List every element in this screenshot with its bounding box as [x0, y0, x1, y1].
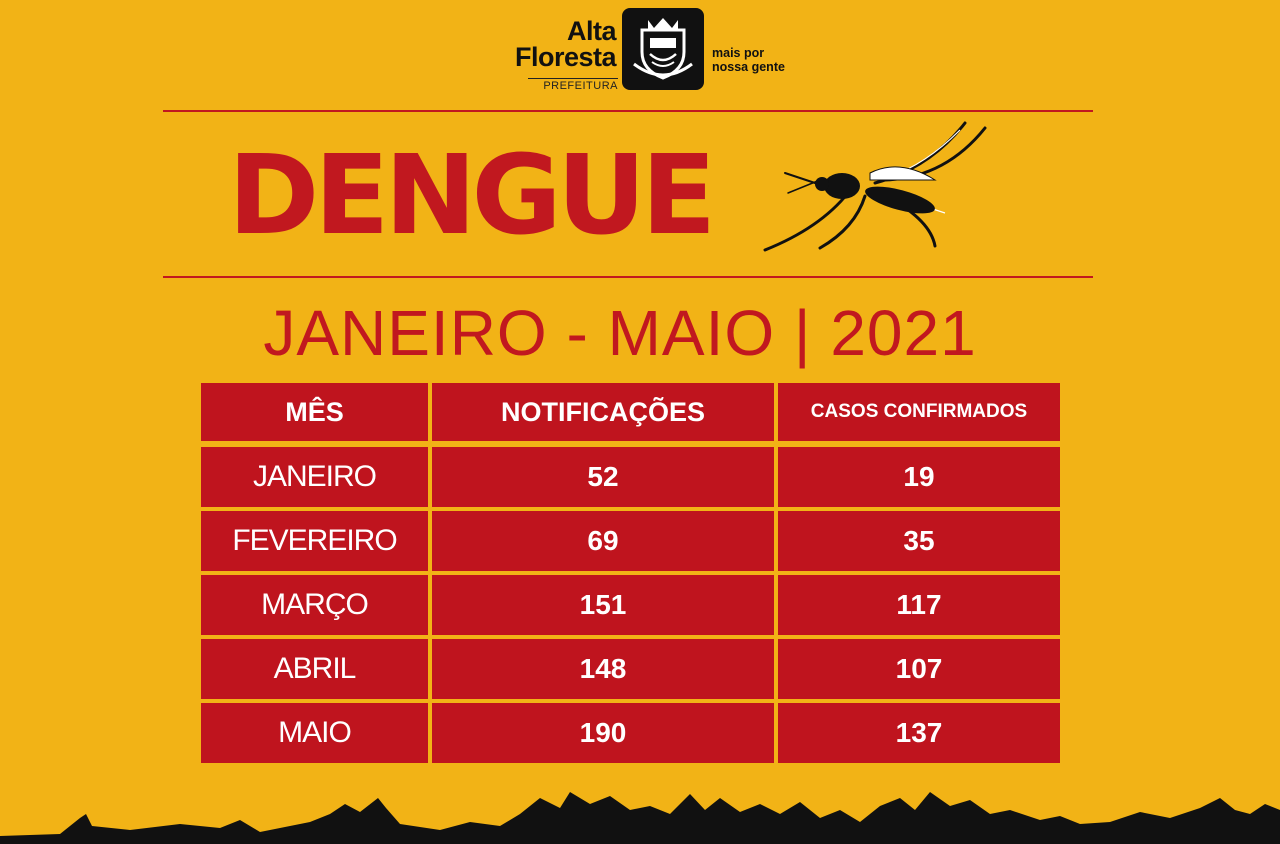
header-confirmed: CASOS CONFIRMADOS: [778, 383, 1060, 441]
notifications-cell: 151: [432, 575, 774, 635]
top-divider: [163, 110, 1093, 112]
table-row: MAIO 190 137: [201, 703, 1060, 763]
confirmed-cell: 137: [778, 703, 1060, 763]
bottom-divider: [163, 276, 1093, 278]
page-title: DENGUE: [228, 131, 716, 259]
table-row: JANEIRO 52 19: [201, 447, 1060, 507]
slogan-line1: mais por: [712, 46, 765, 60]
notifications-cell: 69: [432, 511, 774, 571]
month-cell: ABRIL: [201, 639, 428, 699]
month-cell: JANEIRO: [201, 447, 428, 507]
table-row: MARÇO 151 117: [201, 575, 1060, 635]
month-cell: MAIO: [201, 703, 428, 763]
notifications-cell: 52: [432, 447, 774, 507]
confirmed-cell: 19: [778, 447, 1060, 507]
month-cell: FEVEREIRO: [201, 511, 428, 571]
logo-name-line1: Alta: [566, 16, 617, 46]
dengue-table: MÊS NOTIFICAÇÕES CASOS CONFIRMADOS JANEI…: [201, 383, 1060, 767]
table-row: ABRIL 148 107: [201, 639, 1060, 699]
month-cell: MARÇO: [201, 575, 428, 635]
logo-name-line2: Floresta: [514, 42, 617, 72]
notifications-cell: 148: [432, 639, 774, 699]
logo-name: Alta Floresta: [488, 16, 617, 72]
mosquito-icon: [763, 121, 987, 252]
header-month: MÊS: [201, 383, 428, 441]
prefeitura-logo: Alta Floresta PREFEITURA mais por nossa …: [488, 8, 798, 94]
city-seal-icon: [622, 8, 704, 90]
skyline-silhouette: [0, 792, 1280, 844]
table-header-row: MÊS NOTIFICAÇÕES CASOS CONFIRMADOS: [201, 383, 1060, 441]
logo-slogan: mais por nossa gente: [712, 46, 802, 74]
confirmed-cell: 35: [778, 511, 1060, 571]
header-notifications: NOTIFICAÇÕES: [432, 383, 774, 441]
logo-subtitle: PREFEITURA: [528, 78, 618, 92]
notifications-cell: 190: [432, 703, 774, 763]
slogan-line2: nossa gente: [712, 60, 785, 74]
period-label: JANEIRO - MAIO | 2021: [263, 297, 977, 369]
confirmed-cell: 107: [778, 639, 1060, 699]
confirmed-cell: 117: [778, 575, 1060, 635]
table-row: FEVEREIRO 69 35: [201, 511, 1060, 571]
